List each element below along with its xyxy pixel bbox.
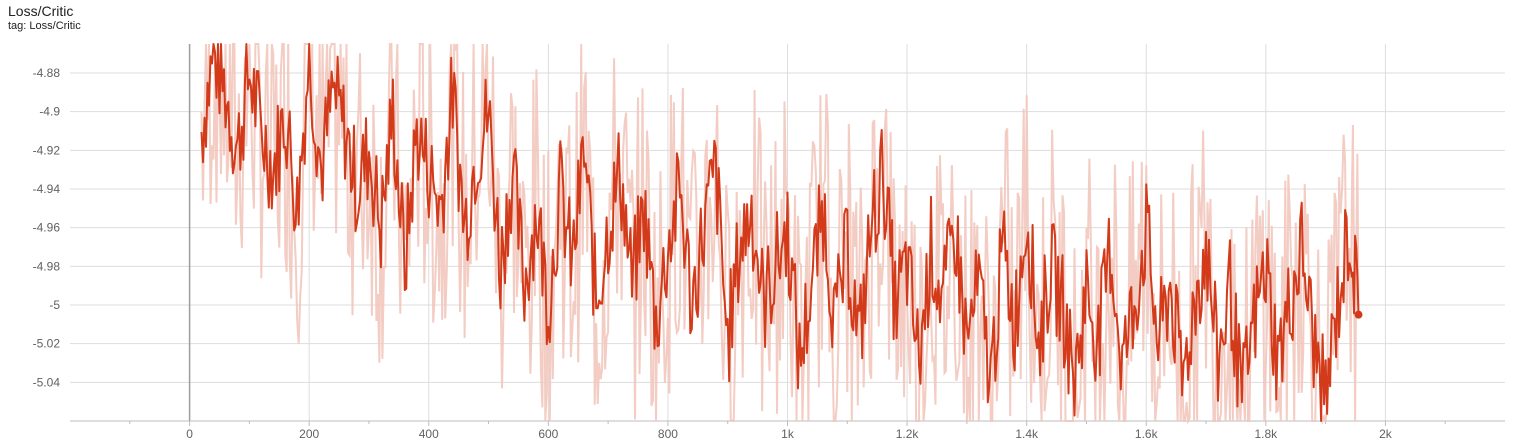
x-tick-label: 1.2k [896,427,920,441]
x-tick-label: 1.4k [1015,427,1039,441]
y-tick-label: -5.04 [33,375,61,389]
x-tick-label: 200 [299,427,319,441]
smoothed-line [200,43,1360,422]
x-axis: 0 200 400 600 800 1k 1.2k 1.4k 1.6k 1.8k 2k [70,420,1505,441]
chart-title: Loss/Critic [8,3,74,19]
y-tick-label: -5.02 [33,337,61,351]
x-tick-label: 1.8k [1254,427,1278,441]
y-tick-label: -4.92 [33,143,61,157]
y-axis-ticks: -4.88 -4.9 -4.92 -4.94 -4.96 -4.98 -5 -5.02 -5.0… [33,66,61,389]
x-tick-label: 600 [538,427,558,441]
y-tick-label: -5 [49,298,60,312]
x-tick-label: 1.6k [1135,427,1159,441]
x-tick-label: 400 [419,427,439,441]
y-tick-label: -4.96 [33,221,61,235]
x-tick-label: 0 [186,427,193,441]
x-tick-label: 1k [781,427,795,441]
last-point-marker [1354,310,1363,319]
y-tick-label: -4.9 [39,105,60,119]
smoothed-series [200,43,1363,422]
y-tick-label: -4.88 [33,66,61,80]
chart-tag: tag: Loss/Critic [8,20,81,32]
raw-series [200,43,1360,425]
raw-line [200,43,1360,425]
y-tick-label: -4.94 [33,182,61,196]
y-tick-label: -4.98 [33,259,61,273]
x-tick-label: 800 [658,427,678,441]
x-tick-label: 2k [1379,427,1393,441]
